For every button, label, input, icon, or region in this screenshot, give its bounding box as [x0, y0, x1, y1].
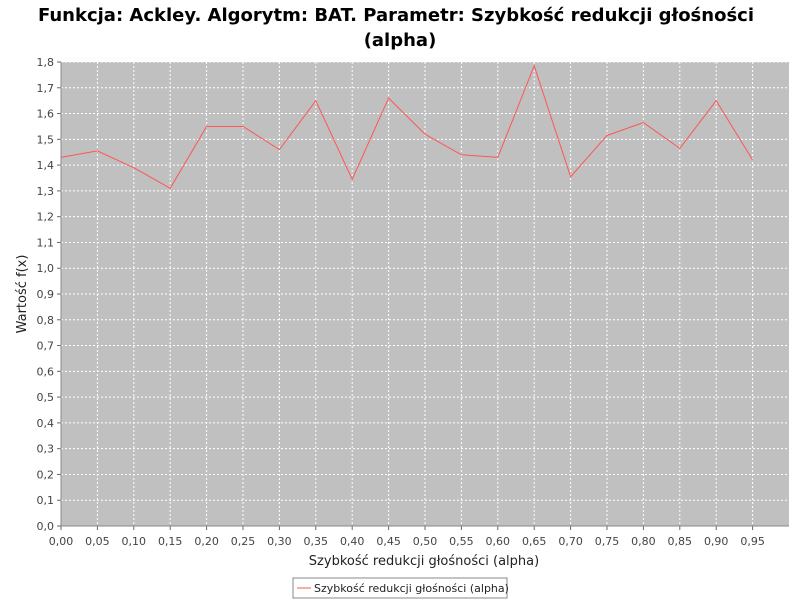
y-tick-label: 0,7	[37, 340, 55, 353]
data-point	[678, 147, 681, 150]
data-point	[460, 153, 463, 156]
x-tick-label: 0,65	[522, 535, 547, 548]
y-tick-label: 0,0	[37, 520, 55, 533]
x-tick-label: 0,70	[558, 535, 583, 548]
x-tick-label: 0,90	[704, 535, 729, 548]
data-point	[606, 134, 609, 137]
y-tick-label: 0,3	[37, 443, 55, 456]
x-tick-label: 0,10	[122, 535, 147, 548]
data-point	[205, 125, 208, 128]
data-point	[533, 64, 536, 67]
x-tick-label: 0,00	[49, 535, 74, 548]
grid	[60, 61, 789, 527]
data-point	[351, 178, 354, 181]
y-tick-label: 1,5	[37, 133, 55, 146]
legend-label: Szybkość redukcji głośności (alpha)	[314, 582, 509, 595]
data-point	[242, 125, 245, 128]
x-tick-label: 0,30	[267, 535, 292, 548]
x-tick-label: 0,80	[631, 535, 656, 548]
y-tick-label: 1,3	[37, 185, 55, 198]
data-point	[278, 148, 281, 151]
x-tick-label: 0,50	[413, 535, 438, 548]
x-tick-label: 0,85	[668, 535, 693, 548]
y-tick-label: 1,0	[37, 262, 55, 275]
y-tick-label: 0,4	[37, 417, 55, 430]
chart-title-line-1: Funkcja: Ackley. Algorytm: BAT. Parametr…	[38, 5, 754, 26]
data-point	[424, 133, 427, 136]
data-point	[169, 187, 172, 190]
x-tick-label: 0,55	[449, 535, 474, 548]
data-point	[314, 99, 317, 102]
chart-title-line-2: (alpha)	[364, 30, 437, 51]
data-point	[496, 156, 499, 159]
y-tick-label: 1,6	[37, 108, 55, 121]
y-tick-label: 0,2	[37, 468, 55, 481]
y-tick-label: 0,1	[37, 494, 55, 507]
data-point	[569, 175, 572, 178]
y-axis-label: Wartość f(x)	[15, 255, 30, 334]
x-tick-label: 0,05	[85, 535, 110, 548]
data-point	[715, 99, 718, 102]
y-tick-label: 1,2	[37, 211, 55, 224]
legend-box	[292, 577, 508, 599]
y-tick-label: 0,5	[37, 391, 55, 404]
x-tick-label: 0,75	[595, 535, 620, 548]
x-tick-label: 0,95	[740, 535, 765, 548]
y-tick-label: 0,6	[37, 365, 55, 378]
y-tick-label: 1,7	[37, 82, 55, 95]
x-tick-label: 0,40	[340, 535, 365, 548]
y-tick-label: 1,1	[37, 236, 55, 249]
legend: Szybkość redukcji głośności (alpha)	[292, 577, 509, 599]
x-tick-label: 0,20	[194, 535, 219, 548]
y-tick-label: 1,8	[37, 56, 55, 69]
series-layer	[60, 64, 754, 190]
x-tick-label: 0,25	[231, 535, 256, 548]
data-point	[132, 166, 135, 169]
data-point	[387, 97, 390, 100]
x-tick-label: 0,60	[486, 535, 511, 548]
x-tick-label: 0,15	[158, 535, 183, 548]
series-line-0	[60, 64, 754, 189]
y-tick-label: 1,4	[37, 159, 55, 172]
data-point	[60, 156, 63, 159]
axes: 0,0 0,1 0,2 0,3 0,4 0,5 0,6 0,7 0,8 0,9 1,0 1,1 1,2 1…	[37, 56, 789, 548]
data-point	[642, 121, 645, 124]
y-tick-label: 0,8	[37, 314, 55, 327]
data-point	[751, 158, 754, 161]
data-point	[96, 149, 99, 152]
x-tick-label: 0,45	[376, 535, 401, 548]
x-axis-label: Szybkość redukcji głośności (alpha)	[309, 554, 539, 569]
y-tick-label: 0,9	[37, 288, 55, 301]
x-tick-label: 0,35	[304, 535, 329, 548]
